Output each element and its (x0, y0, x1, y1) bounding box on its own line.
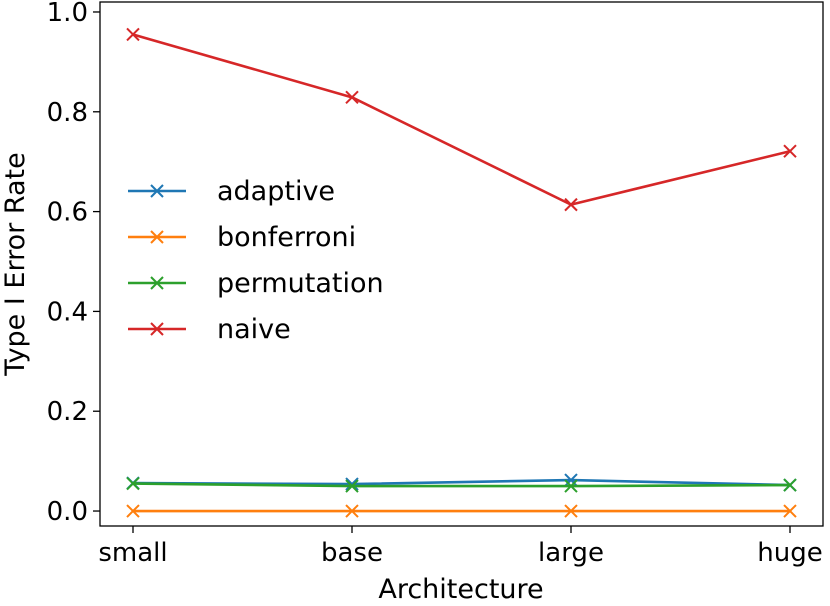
y-tick-label: 0.8 (47, 98, 88, 128)
series-line-permutation (132, 482, 791, 488)
data-point-permutation-large (564, 479, 578, 493)
legend-item-naive: naive (128, 314, 291, 345)
data-point-naive-large (564, 197, 578, 212)
x-tick-label-large: large (538, 538, 604, 568)
data-point-bonferroni-large (564, 504, 578, 518)
plot-area (99, 1, 824, 527)
data-point-naive-huge (783, 144, 797, 158)
data-point-permutation-base (345, 479, 359, 493)
legend-label: naive (217, 314, 291, 345)
x-tick-label-base: base (321, 538, 383, 568)
data-point-naive-base (345, 90, 359, 105)
legend-item-permutation: permutation (128, 268, 384, 299)
plot-frame (99, 1, 824, 527)
data-point-bonferroni-small (126, 504, 140, 518)
legend-label: permutation (217, 268, 384, 299)
data-point-permutation-small (126, 476, 140, 491)
x-tick-label-huge: huge (757, 538, 822, 568)
series-permutation (126, 476, 797, 493)
series-bonferroni (126, 504, 797, 518)
y-tick-label: 0.6 (47, 198, 88, 228)
x-tick-label-small: small (98, 538, 167, 568)
legend-label: bonferroni (217, 222, 356, 253)
y-tick-label: 1.0 (47, 0, 88, 28)
data-point-adaptive-large (564, 473, 578, 487)
legend-item-bonferroni: bonferroni (128, 222, 356, 253)
x-axis: small base large huge (98, 526, 823, 568)
legend-marker (150, 184, 164, 198)
data-point-adaptive-base (345, 477, 359, 491)
series-adaptive (126, 473, 797, 492)
legend-item-adaptive: adaptive (128, 176, 335, 207)
series-layer (126, 27, 797, 518)
y-tick-label: 0.2 (47, 397, 88, 427)
x-axis-label: Architecture (378, 574, 543, 605)
legend-marker (150, 322, 164, 336)
data-point-naive-small (126, 27, 140, 42)
series-line-naive (132, 33, 791, 206)
legend-marker (150, 230, 164, 244)
y-axis: 0.0 0.2 0.4 0.6 0.8 1.0 (47, 0, 100, 527)
y-tick-label: 0.0 (47, 497, 88, 527)
legend-marker (150, 276, 164, 290)
series-naive (126, 27, 797, 212)
legend-label: adaptive (217, 176, 335, 207)
legend: adaptive bonferroni permutation naive (128, 176, 384, 345)
y-tick-label: 0.4 (47, 297, 88, 327)
data-point-bonferroni-base (345, 504, 359, 518)
data-point-permutation-huge (783, 478, 797, 492)
y-axis-label: Type I Error Rate (0, 152, 31, 376)
data-point-bonferroni-huge (783, 504, 797, 518)
